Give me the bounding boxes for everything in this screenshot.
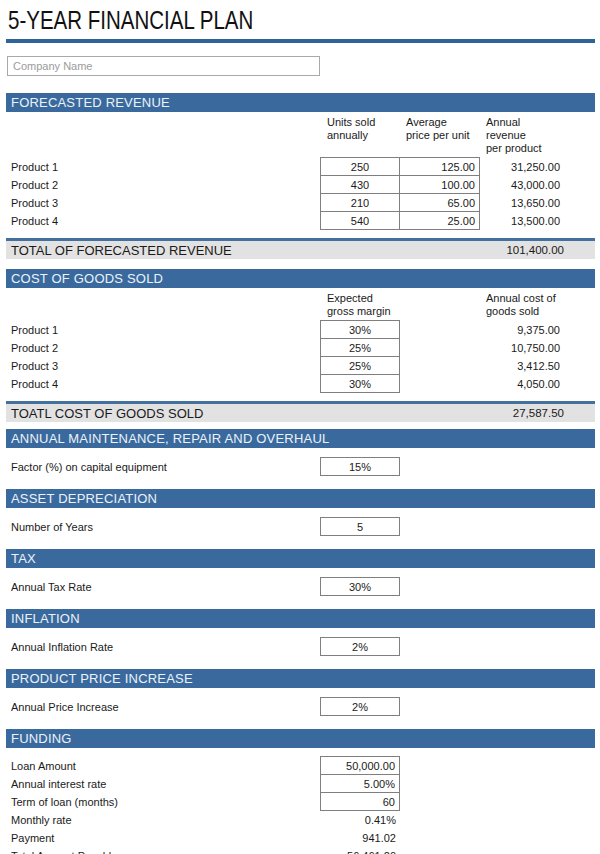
field-label: Annual Inflation Rate: [6, 641, 320, 653]
section-header-price-increase: PRODUCT PRICE INCREASE: [6, 669, 595, 688]
price-per-unit-input[interactable]: [399, 157, 480, 176]
section-header-depreciation: ASSET DEPRECIATION: [6, 489, 595, 508]
gross-margin-input[interactable]: [320, 338, 400, 357]
field-label: Payment: [6, 832, 320, 844]
tax-rate-input[interactable]: [320, 577, 400, 596]
inflation-rate-input[interactable]: [320, 637, 400, 656]
product-label: Product 1: [6, 161, 320, 173]
total-value: 101,400.00: [506, 244, 595, 256]
depreciation-years-row: Number of Years: [6, 517, 600, 536]
revenue-row-product-1: Product 1 31,250.00: [6, 157, 600, 176]
column-header-price: Averageprice per unit: [400, 116, 480, 142]
product-label: Product 4: [6, 378, 320, 390]
annual-revenue-value: 31,250.00: [480, 161, 560, 173]
company-name-input[interactable]: [7, 56, 320, 76]
loan-term-input[interactable]: [320, 792, 400, 811]
funding-interest-rate-row: Annual interest rate: [6, 774, 600, 793]
funding-loan-amount-row: Loan Amount: [6, 756, 600, 775]
total-label: TOATL COST OF GOODS SOLD: [6, 406, 203, 421]
section-header-cogs: COST OF GOODS SOLD: [6, 269, 595, 288]
revenue-row-product-4: Product 4 13,500.00: [6, 211, 600, 230]
gross-margin-input[interactable]: [320, 320, 400, 339]
revenue-column-headers: Units soldannually Averageprice per unit…: [6, 116, 600, 155]
gross-margin-input[interactable]: [320, 374, 400, 393]
price-per-unit-input[interactable]: [399, 211, 480, 230]
price-increase-input[interactable]: [320, 697, 400, 716]
interest-rate-input[interactable]: [320, 774, 400, 793]
price-increase-row: Annual Price Increase: [6, 697, 600, 716]
revenue-row-product-2: Product 2 43,000.00: [6, 175, 600, 194]
section-header-funding: FUNDING: [6, 729, 595, 748]
product-label: Product 4: [6, 215, 320, 227]
field-label: Annual Tax Rate: [6, 581, 320, 593]
field-label: Total Amount Payable: [6, 850, 320, 854]
total-value: 27,587.50: [513, 407, 595, 419]
total-payable-value: 56,461.20: [320, 850, 400, 854]
product-label: Product 2: [6, 342, 320, 354]
title-divider: [6, 39, 595, 43]
funding-monthly-rate-row: Monthly rate 0.41%: [6, 811, 600, 829]
product-label: Product 2: [6, 179, 320, 191]
field-label: Annual interest rate: [6, 778, 320, 790]
cogs-column-headers: Expectedgross margin Annual cost ofgoods…: [6, 292, 600, 318]
tax-rate-row: Annual Tax Rate: [6, 577, 600, 596]
units-sold-input[interactable]: [320, 211, 400, 230]
maintenance-factor-input[interactable]: [320, 457, 400, 476]
field-label: Monthly rate: [6, 814, 320, 826]
gross-margin-input[interactable]: [320, 356, 400, 375]
field-label: Term of loan (months): [6, 796, 320, 808]
annual-cost-value: 9,375.00: [480, 324, 560, 336]
payment-value: 941.02: [320, 832, 400, 844]
column-header-units: Units soldannually: [320, 116, 400, 142]
column-header-gross-margin: Expectedgross margin: [320, 292, 400, 318]
section-header-maintenance: ANNUAL MAINTENANCE, REPAIR AND OVERHAUL: [6, 429, 595, 448]
field-label: Loan Amount: [6, 760, 320, 772]
revenue-row-product-3: Product 3 13,650.00: [6, 193, 600, 212]
cogs-row-product-3: Product 3 3,412.50: [6, 356, 600, 375]
product-label: Product 3: [6, 360, 320, 372]
units-sold-input[interactable]: [320, 157, 400, 176]
field-label: Number of Years: [6, 521, 320, 533]
units-sold-input[interactable]: [320, 175, 400, 194]
annual-revenue-value: 43,000.00: [480, 179, 560, 191]
annual-cost-value: 10,750.00: [480, 342, 560, 354]
funding-payment-row: Payment 941.02: [6, 829, 600, 847]
product-label: Product 3: [6, 197, 320, 209]
monthly-rate-value: 0.41%: [320, 814, 400, 826]
section-header-inflation: INFLATION: [6, 609, 595, 628]
maintenance-factor-row: Factor (%) on capital equipment: [6, 457, 600, 476]
annual-cost-value: 3,412.50: [480, 360, 560, 372]
annual-revenue-value: 13,500.00: [480, 215, 560, 227]
cogs-row-product-1: Product 1 9,375.00: [6, 320, 600, 339]
funding-loan-term-row: Term of loan (months): [6, 792, 600, 811]
units-sold-input[interactable]: [320, 193, 400, 212]
column-header-annual-cost: Annual cost ofgoods sold: [480, 292, 560, 318]
section-header-tax: TAX: [6, 549, 595, 568]
product-label: Product 1: [6, 324, 320, 336]
loan-amount-input[interactable]: [320, 756, 400, 775]
total-label: TOTAL OF FORECASTED REVENUE: [6, 243, 232, 258]
price-per-unit-input[interactable]: [399, 193, 480, 212]
total-forecasted-revenue-row: TOTAL OF FORECASTED REVENUE 101,400.00: [6, 238, 595, 259]
total-cogs-row: TOATL COST OF GOODS SOLD 27,587.50: [6, 401, 595, 422]
section-header-forecasted-revenue: FORECASTED REVENUE: [6, 93, 595, 112]
annual-cost-value: 4,050.00: [480, 378, 560, 390]
page-title: 5-YEAR FINANCIAL PLAN: [8, 6, 493, 35]
field-label: Annual Price Increase: [6, 701, 320, 713]
annual-revenue-value: 13,650.00: [480, 197, 560, 209]
cogs-row-product-4: Product 4 4,050.00: [6, 374, 600, 393]
inflation-rate-row: Annual Inflation Rate: [6, 637, 600, 656]
depreciation-years-input[interactable]: [320, 517, 400, 536]
field-label: Factor (%) on capital equipment: [6, 461, 320, 473]
cogs-row-product-2: Product 2 10,750.00: [6, 338, 600, 357]
price-per-unit-input[interactable]: [399, 175, 480, 194]
funding-total-payable-row: Total Amount Payable 56,461.20: [6, 847, 600, 854]
column-header-annual-revenue: Annual revenueper product: [480, 116, 560, 155]
